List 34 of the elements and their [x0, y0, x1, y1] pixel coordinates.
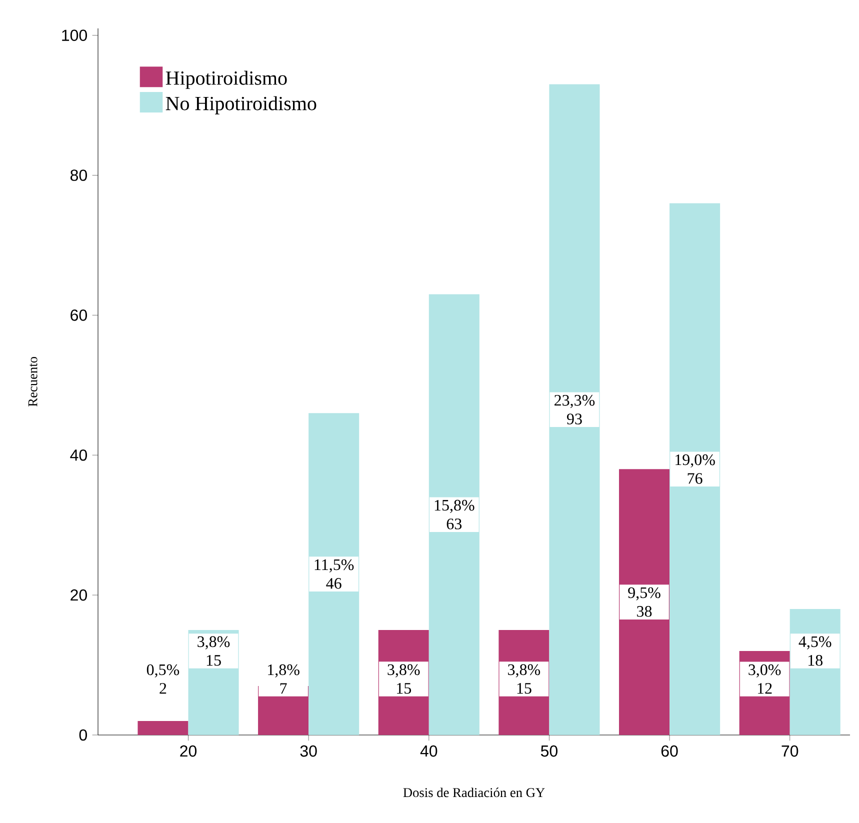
data-label: 3,8% 15 [388, 664, 420, 694]
data-label: 3,0% 12 [748, 664, 781, 694]
data-label: 23,3% 93 [554, 394, 595, 424]
y-tick-label: 20 [70, 589, 87, 601]
y-axis-title: Recuento [28, 356, 38, 406]
data-label: 9,5% 38 [628, 587, 660, 617]
bar [428, 294, 480, 735]
x-tick-label: 60 [661, 745, 678, 757]
x-tick-label: 20 [180, 745, 197, 757]
data-label: 3,8% 15 [508, 664, 540, 694]
y-tick-label: 40 [70, 449, 87, 461]
data-label: 11,5% 46 [314, 559, 354, 589]
bar [138, 720, 188, 735]
legend-label: No Hipotiroidismo [166, 96, 316, 114]
data-label: 3,8% 15 [198, 636, 230, 666]
data-label: 0,5% 2 [146, 664, 180, 694]
bar [618, 469, 670, 735]
legend-label: Hipotiroidismo [166, 70, 287, 89]
bar [308, 413, 360, 735]
y-tick-label: 0 [79, 729, 87, 741]
y-tick-label: 100 [62, 30, 87, 41]
x-tick-label: 40 [420, 745, 438, 757]
x-tick-label: 30 [300, 745, 317, 757]
bar [670, 203, 720, 735]
data-label: 19,0% 76 [676, 454, 715, 484]
x-tick-label: 50 [540, 745, 558, 757]
data-label: 4,5% 18 [798, 636, 832, 666]
x-tick-label: 70 [782, 745, 798, 757]
x-axis-title: Dosis de Radiación en GY [403, 788, 545, 798]
y-tick-label: 80 [70, 170, 87, 181]
data-label: 1,8% 7 [268, 664, 300, 694]
bar [549, 84, 600, 735]
data-label: 15,8% 63 [434, 500, 474, 530]
y-tick-label: 60 [70, 310, 87, 321]
